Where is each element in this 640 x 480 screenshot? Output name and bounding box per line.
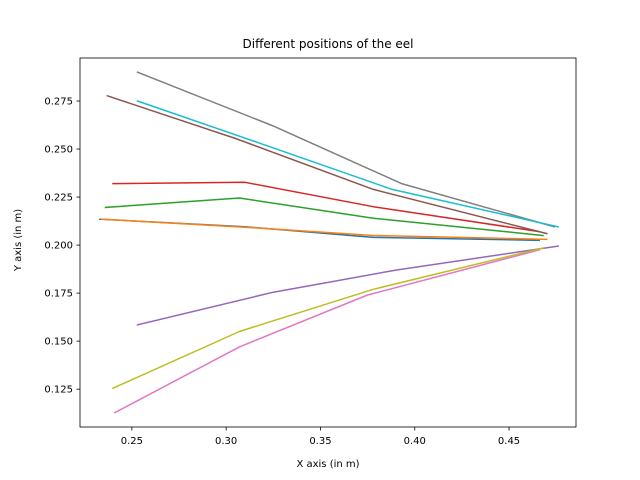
x-tick-label: 0.45 xyxy=(498,436,520,447)
y-tick-label: 0.225 xyxy=(44,193,73,204)
series-line-6 xyxy=(106,94,548,235)
y-tick-label: 0.175 xyxy=(44,289,73,300)
y-tick-label: 0.150 xyxy=(44,337,73,348)
series-line-7 xyxy=(113,248,541,414)
chart-title: Different positions of the eel xyxy=(243,37,414,51)
x-tick-label: 0.25 xyxy=(121,436,143,447)
x-tick-label: 0.35 xyxy=(309,436,331,447)
plot-frame xyxy=(79,57,577,428)
y-tick-label: 0.125 xyxy=(44,385,73,396)
series-line-5 xyxy=(136,245,559,326)
series-line-3 xyxy=(104,197,544,237)
y-tick-label: 0.250 xyxy=(44,145,73,156)
x-tick-label: 0.40 xyxy=(404,436,426,447)
x-axis-label: X axis (in m) xyxy=(296,459,359,470)
series-line-4 xyxy=(112,181,541,233)
series-line-10 xyxy=(136,100,559,228)
x-tick-label: 0.30 xyxy=(215,436,237,447)
y-tick-label: 0.275 xyxy=(44,97,73,108)
series-layer xyxy=(99,71,559,414)
series-line-2 xyxy=(100,218,548,241)
y-axis-label: Y axis (in m) xyxy=(13,209,24,272)
series-line-8 xyxy=(136,71,556,228)
series-line-9 xyxy=(112,247,544,390)
axes-layer: 0.25 0.30 0.35 0.40 0.45 0.125 0.150 0.175 0.200… xyxy=(44,57,577,447)
y-tick-label: 0.200 xyxy=(44,241,73,252)
